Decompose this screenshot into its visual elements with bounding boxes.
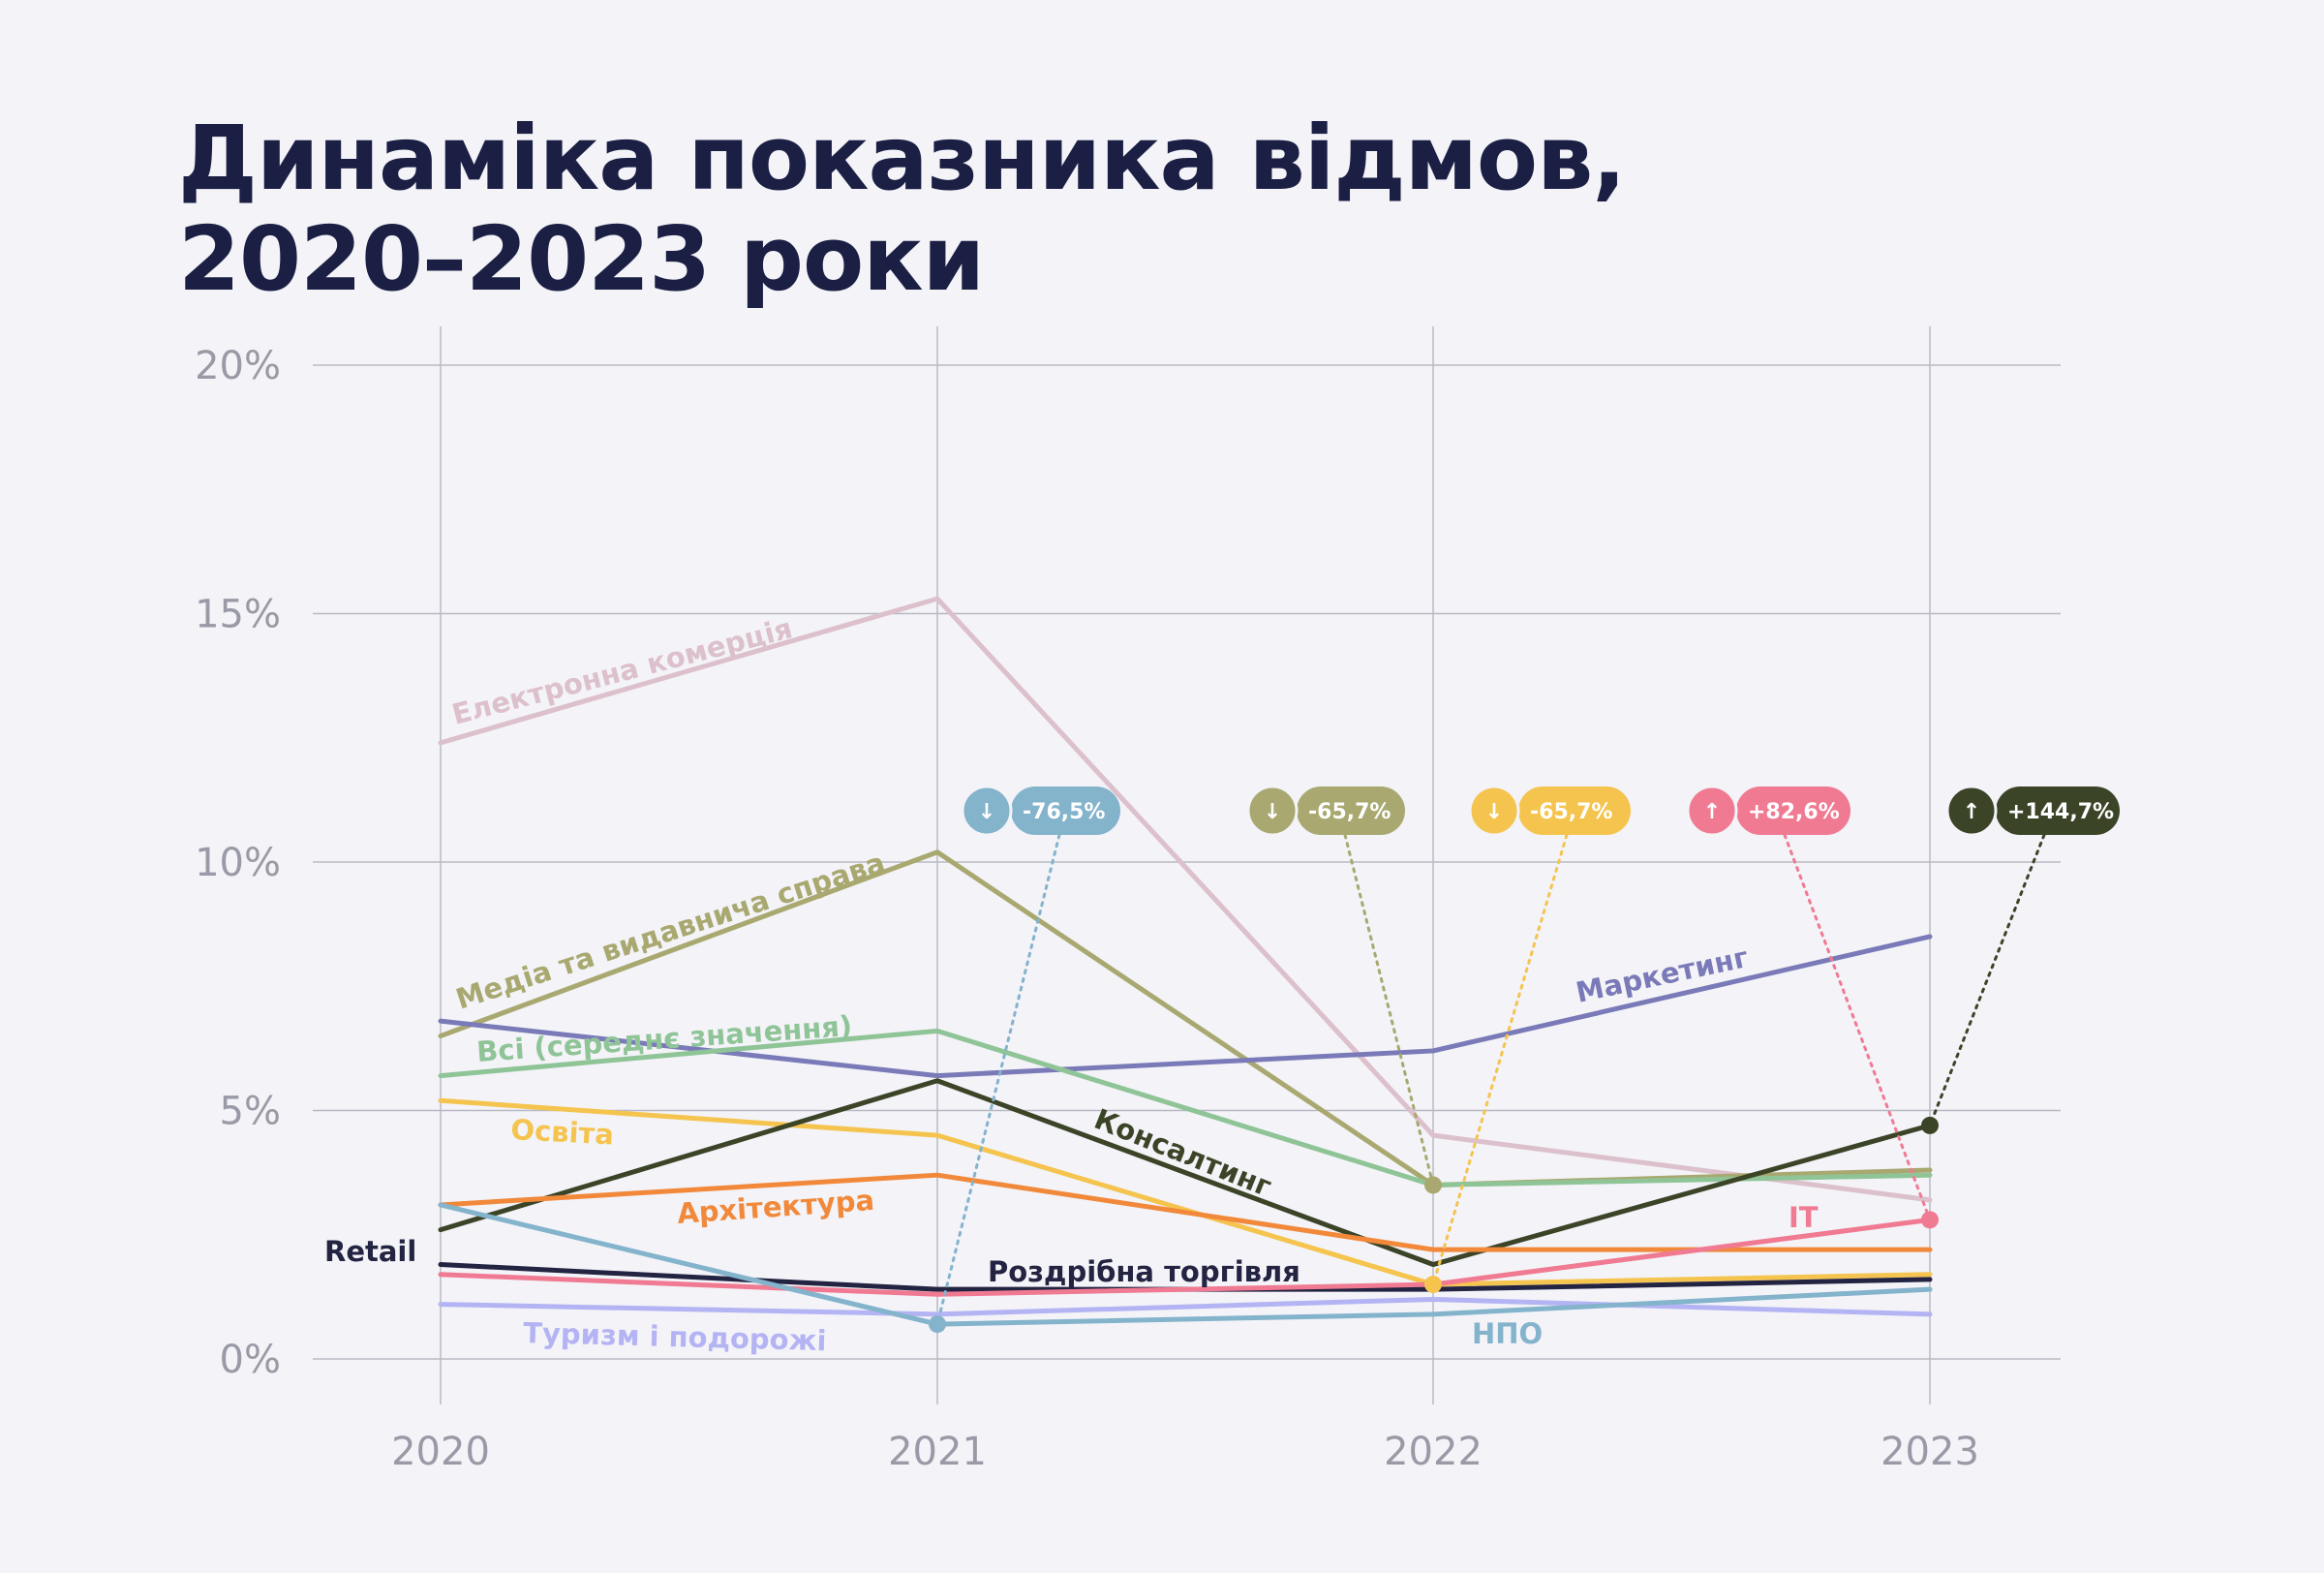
series-line-2 (438, 849, 1933, 1187)
series-line-3 (438, 934, 1933, 1079)
annotation-point-marker (929, 1315, 946, 1334)
x-tick-label: 2020 (391, 1430, 490, 1474)
annotation-badge-circle (1945, 785, 1998, 837)
series-label: Електронна комерція (448, 611, 795, 730)
y-tick-label: 20% (195, 344, 281, 388)
arrow-down-icon: ↓ (1485, 800, 1503, 824)
annotation-point-marker (1921, 1211, 1939, 1229)
annotation-badge-circle (961, 785, 1013, 837)
annotation-badge-pill (1736, 786, 1850, 835)
annotation-badge-pill (1518, 786, 1631, 835)
series-labels: Електронна комерція Медіа та видавнича сп… (324, 611, 1819, 1357)
arrow-down-icon: ↓ (978, 800, 995, 824)
y-tick-label: 15% (195, 593, 281, 637)
annotation-badge-circle (1686, 785, 1738, 837)
chart-title-line-1: Динаміка показника відмов, (178, 107, 1626, 210)
series-lines (438, 596, 1933, 1327)
series-label: Retail (324, 1235, 416, 1268)
series-label: Освіта (510, 1113, 615, 1152)
annotation-badge-circle (1468, 785, 1520, 837)
chart-title: Динаміка показника відмов, 2020–2023 рок… (178, 107, 1626, 311)
series-label: IT (1789, 1201, 1819, 1234)
annotation-leader-line (1928, 833, 2046, 1127)
series-line-11 (438, 1202, 1933, 1327)
series-label: Роздрібна торгівля (988, 1255, 1300, 1288)
annotation-point-marker (1921, 1116, 1939, 1134)
annotation-badge-text: -65,7% (1530, 800, 1612, 824)
annotation-badge-circle (1246, 785, 1299, 837)
y-tick-label: 10% (195, 841, 281, 885)
series-line-7 (438, 1172, 1933, 1252)
y-tick-label: 5% (220, 1090, 281, 1134)
annotation-point-marker (1424, 1276, 1442, 1294)
annotation-badge-text: -65,7% (1308, 800, 1391, 824)
annotation-badge-pill (1996, 786, 2120, 835)
series-line-9 (438, 1217, 1933, 1297)
chart-title-line-2: 2020–2023 роки (178, 207, 985, 311)
annotations: ↓ -76,5% ↓ -65,7% ↓ -65,7% ↑ +82,6% ↑ +144,7% (929, 785, 2120, 1334)
annotation-leader-line (1783, 833, 1932, 1221)
y-tick-label: 0% (220, 1338, 281, 1382)
annotation-badge-text: +82,6% (1748, 800, 1840, 824)
x-tick-label: 2023 (1881, 1430, 1979, 1474)
series-line-1 (438, 596, 1933, 1203)
annotation-badge-pill (1297, 786, 1405, 835)
arrow-up-icon: ↑ (1963, 800, 1980, 824)
arrow-up-icon: ↑ (1703, 800, 1721, 824)
series-label: Медіа та видавнича справа (452, 846, 889, 1016)
annotation-leader-line (1343, 833, 1435, 1187)
annotation-badge-text: +144,7% (2007, 800, 2114, 824)
arrow-down-icon: ↓ (1264, 800, 1281, 824)
series-label: НПО (1472, 1317, 1543, 1350)
series-line-10 (438, 1296, 1933, 1317)
series-line-6 (438, 1078, 1933, 1268)
grid: 0% 5% 10% 15% 20% 2020 2021 2022 2023 (195, 326, 2061, 1474)
series-line-5 (438, 1097, 1933, 1287)
x-tick-label: 2021 (888, 1430, 987, 1474)
annotation-leader-line (1431, 833, 1569, 1286)
annotation-badge-text: -76,5% (1023, 800, 1105, 824)
series-line-4 (438, 1028, 1933, 1187)
annotation-badge-pill (1011, 786, 1120, 835)
series-label: Туризм і подорожі (523, 1316, 827, 1357)
annotation-leader-line (935, 833, 1061, 1326)
annotation-point-marker (1424, 1176, 1442, 1194)
x-tick-label: 2022 (1384, 1430, 1483, 1474)
